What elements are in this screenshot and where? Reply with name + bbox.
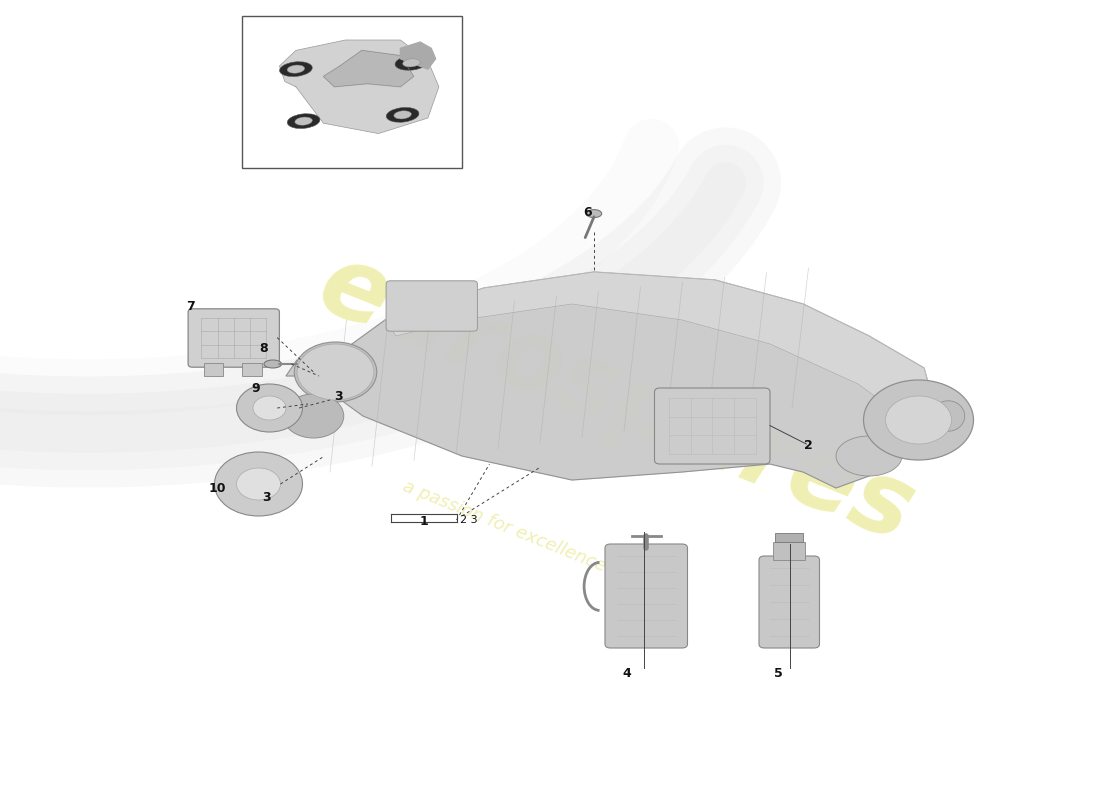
Text: a passion for excellence 1985: a passion for excellence 1985 bbox=[399, 477, 657, 595]
Text: 1: 1 bbox=[419, 515, 428, 528]
FancyBboxPatch shape bbox=[759, 556, 820, 648]
Bar bbox=[776, 533, 803, 542]
Text: 2: 2 bbox=[804, 439, 813, 452]
Ellipse shape bbox=[264, 360, 282, 368]
Ellipse shape bbox=[295, 342, 376, 402]
Ellipse shape bbox=[295, 117, 312, 126]
Circle shape bbox=[253, 396, 286, 420]
Text: 3: 3 bbox=[262, 491, 271, 504]
Circle shape bbox=[236, 384, 302, 432]
Text: 8: 8 bbox=[260, 342, 268, 354]
Circle shape bbox=[236, 468, 280, 500]
Text: 6: 6 bbox=[583, 206, 592, 218]
Circle shape bbox=[214, 452, 302, 516]
FancyBboxPatch shape bbox=[605, 544, 688, 648]
FancyBboxPatch shape bbox=[188, 309, 279, 367]
Ellipse shape bbox=[395, 55, 428, 70]
Ellipse shape bbox=[586, 210, 602, 218]
Ellipse shape bbox=[386, 107, 419, 122]
Polygon shape bbox=[286, 272, 935, 488]
Bar bbox=[242, 16, 462, 168]
Polygon shape bbox=[385, 272, 935, 424]
Polygon shape bbox=[400, 42, 436, 69]
Text: 10: 10 bbox=[209, 482, 227, 494]
Ellipse shape bbox=[279, 62, 312, 77]
Text: 3: 3 bbox=[334, 390, 343, 403]
FancyBboxPatch shape bbox=[386, 281, 477, 331]
Text: 2 3: 2 3 bbox=[460, 515, 477, 525]
Ellipse shape bbox=[287, 114, 320, 129]
Text: 4: 4 bbox=[623, 667, 631, 680]
Ellipse shape bbox=[403, 58, 420, 67]
Ellipse shape bbox=[394, 110, 411, 119]
Text: 5: 5 bbox=[774, 667, 783, 680]
Polygon shape bbox=[279, 40, 439, 134]
Text: eurospares: eurospares bbox=[305, 237, 927, 563]
Text: 7: 7 bbox=[186, 300, 195, 313]
Ellipse shape bbox=[932, 401, 965, 431]
Text: 9: 9 bbox=[251, 382, 260, 394]
Circle shape bbox=[297, 344, 374, 400]
Bar bbox=[773, 542, 805, 560]
Polygon shape bbox=[323, 50, 414, 87]
Bar bbox=[242, 363, 262, 376]
Circle shape bbox=[886, 396, 952, 444]
FancyBboxPatch shape bbox=[654, 388, 770, 464]
Bar bbox=[204, 363, 223, 376]
Ellipse shape bbox=[284, 394, 343, 438]
Ellipse shape bbox=[836, 436, 902, 476]
Ellipse shape bbox=[287, 65, 305, 74]
Circle shape bbox=[864, 380, 974, 460]
